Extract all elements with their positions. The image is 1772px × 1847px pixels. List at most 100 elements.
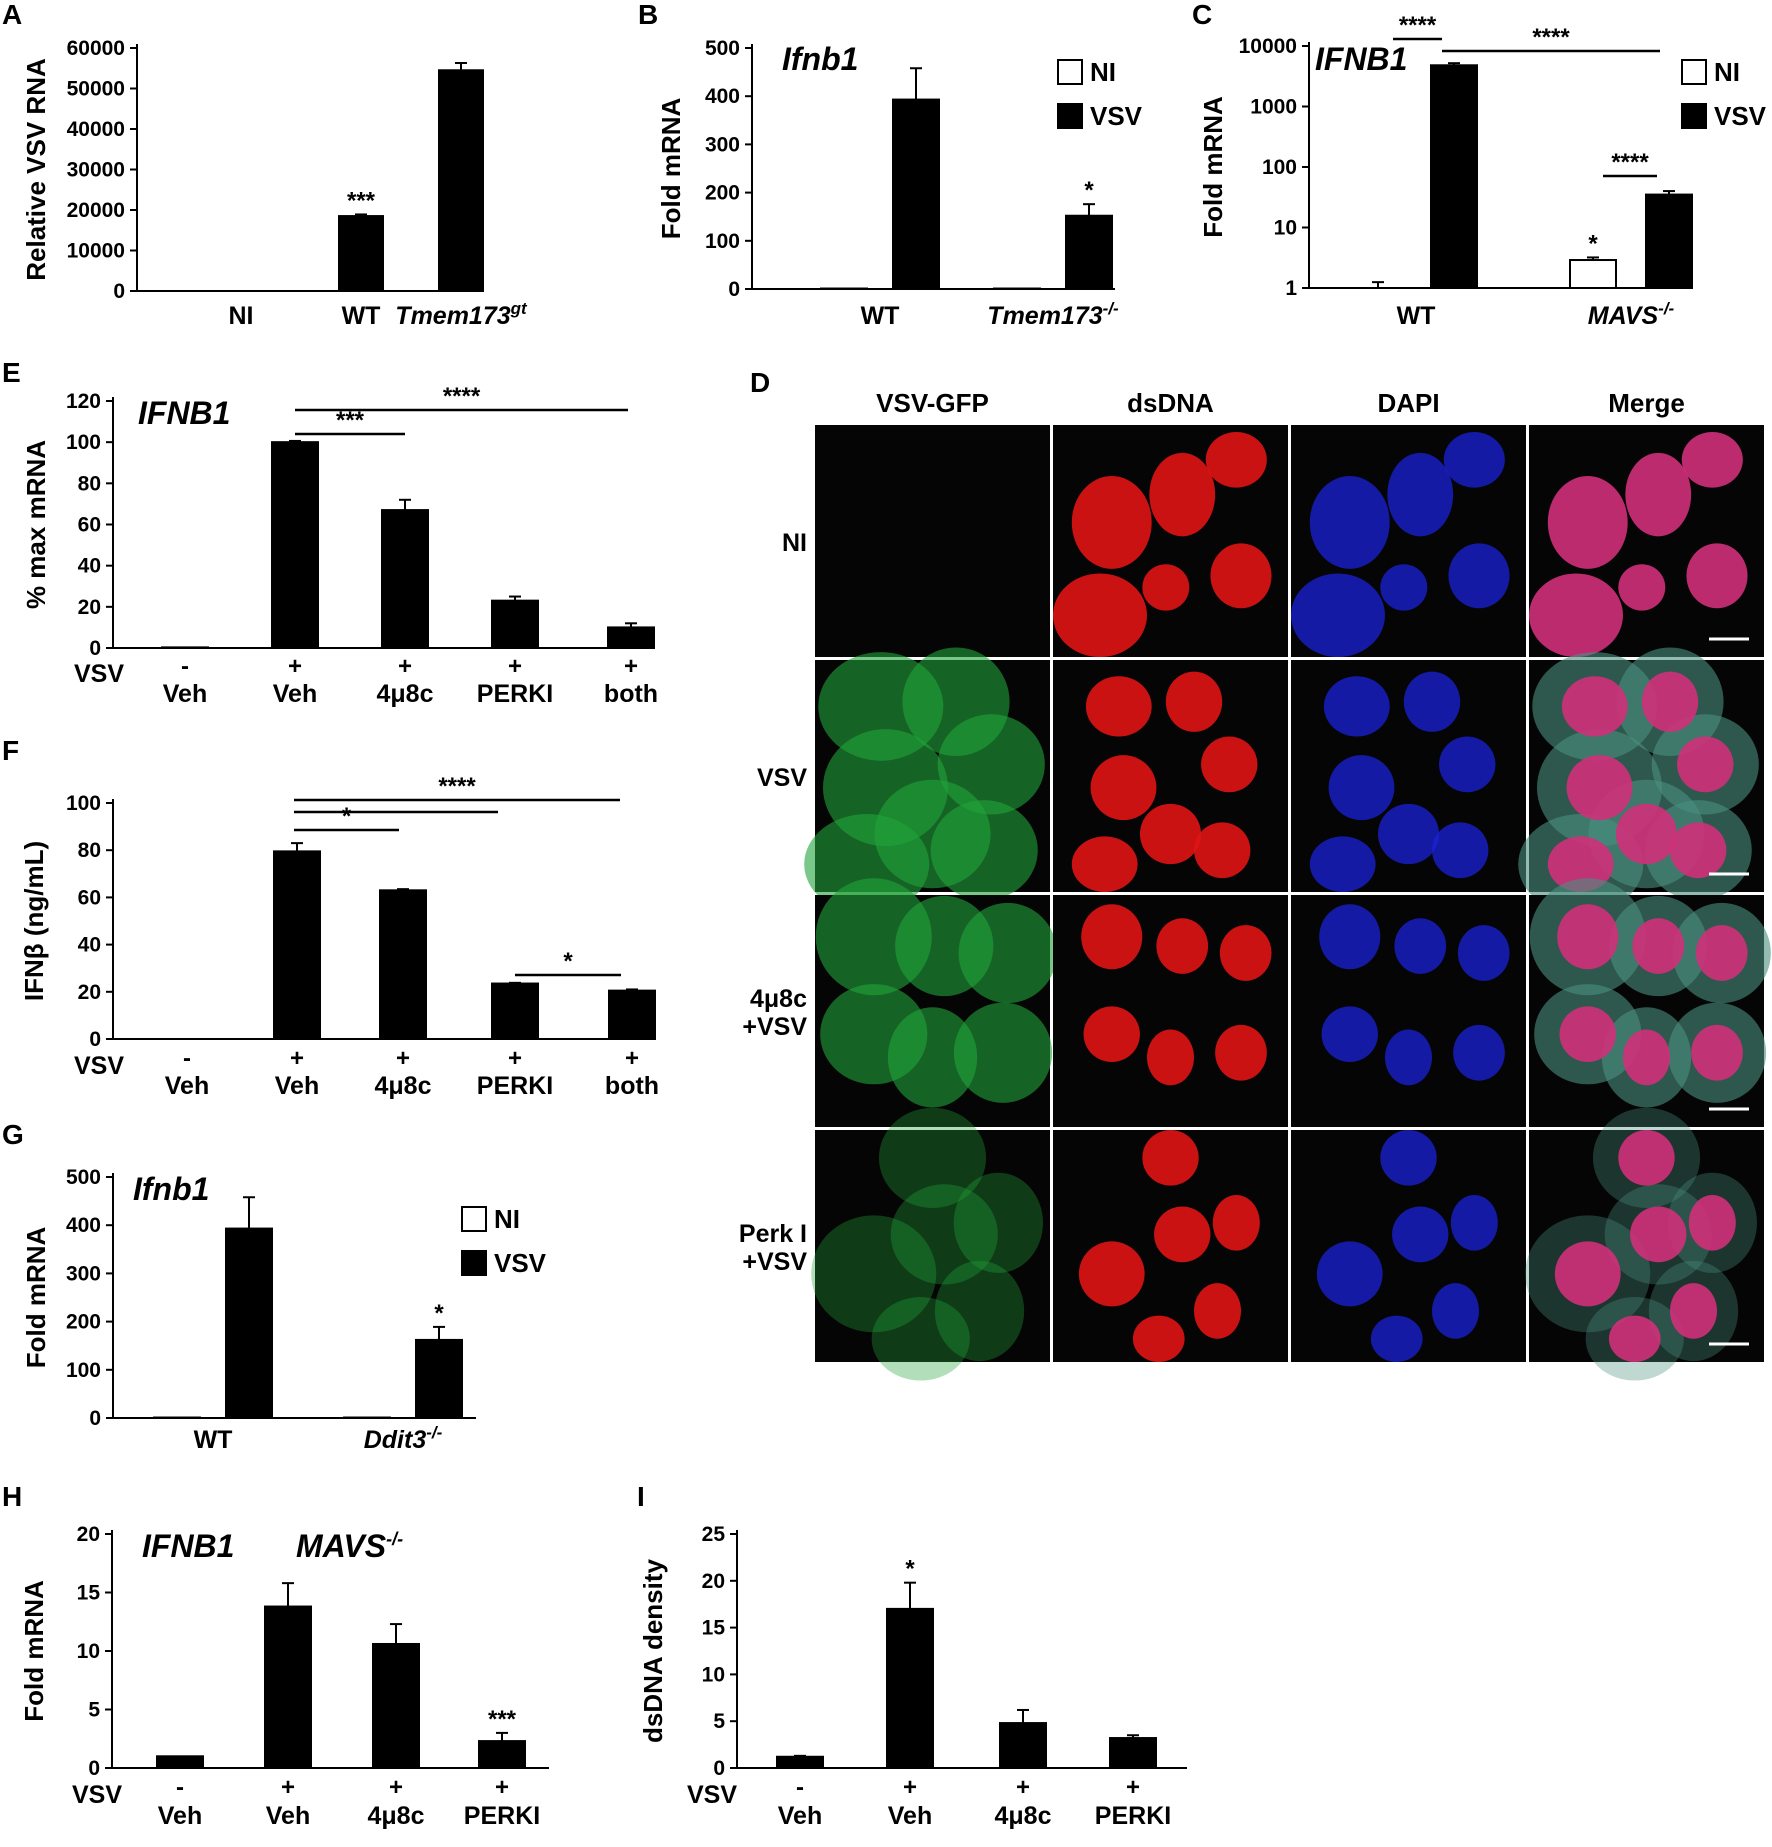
bar-0 <box>161 646 209 650</box>
legend-swatch-vsv <box>1681 103 1707 129</box>
y-axis-label: Fold mRNA <box>19 1580 49 1722</box>
y-tick-label: 60 <box>78 886 101 909</box>
category-label: Tmem173-/- <box>987 299 1119 330</box>
nucleus <box>1387 452 1454 537</box>
row-label: +VSV <box>742 1248 807 1276</box>
y-tick-label: 10 <box>702 1663 725 1686</box>
nucleus <box>1670 822 1727 879</box>
category-label: WT <box>342 302 381 330</box>
row-label: 4μ8c <box>750 985 807 1013</box>
gene-title: IFNB1 <box>142 1528 234 1564</box>
y-tick-label: 500 <box>66 1166 101 1189</box>
nucleus <box>1215 1024 1267 1081</box>
y-tick-label: 10 <box>1274 217 1297 240</box>
bracket-star: **** <box>443 383 481 410</box>
cytoplasm-signal <box>930 800 1038 901</box>
treatment-sign: + <box>625 1045 639 1072</box>
legend-swatch-vsv <box>461 1250 487 1276</box>
nucleus <box>1210 543 1272 609</box>
cytoplasm-signal <box>887 1007 978 1108</box>
nucleus <box>1641 671 1699 732</box>
nucleus <box>1677 736 1734 793</box>
nucleus <box>1608 1315 1661 1363</box>
category-label: PERKI <box>464 1802 540 1830</box>
micrograph-0-3 <box>1529 425 1764 657</box>
gene2-main: MAVS <box>296 1528 387 1564</box>
micrograph-1-3 <box>1518 647 1764 915</box>
bar-1 <box>338 215 384 292</box>
nucleus <box>1557 904 1619 970</box>
column-header: dsDNA <box>1127 388 1214 418</box>
chart-G: G 0 100 200 300 400 500 Fold mRNA WT Ddit3-/- Ifnb… <box>2 1119 547 1454</box>
y-axis-label: dsDNA density <box>638 1558 668 1742</box>
panel-label-D: D <box>750 367 770 398</box>
nucleus <box>1149 452 1216 537</box>
row-label: Perk I <box>739 1220 807 1248</box>
nucleus <box>1559 1006 1616 1063</box>
bar-ni-1 <box>1569 259 1617 290</box>
panel-label-C: C <box>1192 0 1212 30</box>
nucleus <box>1630 1206 1687 1263</box>
nucleus <box>1083 1006 1140 1063</box>
y-tick-label: 15 <box>77 1582 101 1605</box>
legend-label: NI <box>494 1204 520 1234</box>
nucleus <box>1139 803 1202 865</box>
nucleus <box>1201 736 1258 793</box>
treatment-sign: + <box>281 1774 295 1801</box>
cytoplasm-signal <box>953 1002 1053 1103</box>
y-tick-label: 15 <box>702 1617 726 1640</box>
y-tick-label: 300 <box>66 1262 101 1285</box>
bar-2 <box>438 69 484 293</box>
treatment-sign: - <box>183 1045 191 1072</box>
y-tick-label: 0 <box>88 1757 100 1780</box>
bracket-star: **** <box>438 773 476 800</box>
nucleus <box>1618 564 1666 611</box>
gene-title: Ifnb1 <box>782 41 858 77</box>
nucleus <box>1194 1283 1241 1339</box>
gene-title: IFNB1 <box>138 395 230 431</box>
category-label: Veh <box>778 1802 822 1830</box>
column-header: Merge <box>1608 388 1685 418</box>
category-label-main: Tmem173 <box>987 302 1102 330</box>
legend-swatch-vsv <box>1057 103 1083 129</box>
nucleus <box>1448 543 1510 609</box>
column-header: VSV-GFP <box>876 388 989 418</box>
cytoplasm-signal <box>871 1297 970 1381</box>
y-axis-label: Fold mRNA <box>1198 96 1228 238</box>
y-tick-label: 40 <box>78 555 101 578</box>
y-axis-label: Relative VSV RNA <box>21 58 51 281</box>
y-tick-label: 200 <box>705 182 740 205</box>
gene-title: IFNB1 <box>1315 41 1407 77</box>
cytoplasm-signal <box>953 1172 1043 1273</box>
nucleus <box>1566 755 1633 821</box>
nucleus <box>1691 1024 1743 1081</box>
nucleus <box>1205 431 1267 488</box>
bar-vsv-0 <box>892 98 940 290</box>
legend-label: VSV <box>1090 101 1143 131</box>
nucleus <box>1090 755 1157 821</box>
row-label: VSV <box>687 1781 737 1809</box>
treatment-sign: + <box>1016 1774 1030 1801</box>
micrograph-0-1 <box>1053 425 1288 657</box>
category-label: Veh <box>163 680 207 708</box>
nucleus <box>1316 1241 1383 1307</box>
bar-0 <box>776 1755 824 1769</box>
category-label: Veh <box>165 1072 209 1100</box>
significance-star: * <box>1084 177 1094 204</box>
cytoplasm-signal <box>958 902 1057 1004</box>
treatment-sign: + <box>508 653 522 680</box>
y-tick-label: 500 <box>705 37 740 60</box>
y-tick-label: 0 <box>89 1028 101 1051</box>
nucleus <box>1670 1283 1717 1339</box>
category-label-main: Tmem173 <box>395 302 510 330</box>
significance-star: *** <box>347 187 376 214</box>
panel-label-A: A <box>2 0 22 30</box>
bar-vsv-0 <box>1430 64 1478 289</box>
row-label: VSV <box>757 764 807 792</box>
nucleus <box>1385 1029 1432 1086</box>
nucleus <box>1194 822 1251 879</box>
micrograph-3-0 <box>811 1107 1050 1381</box>
y-tick-label: 400 <box>66 1214 101 1237</box>
y-tick-label: 1000 <box>1250 96 1297 119</box>
